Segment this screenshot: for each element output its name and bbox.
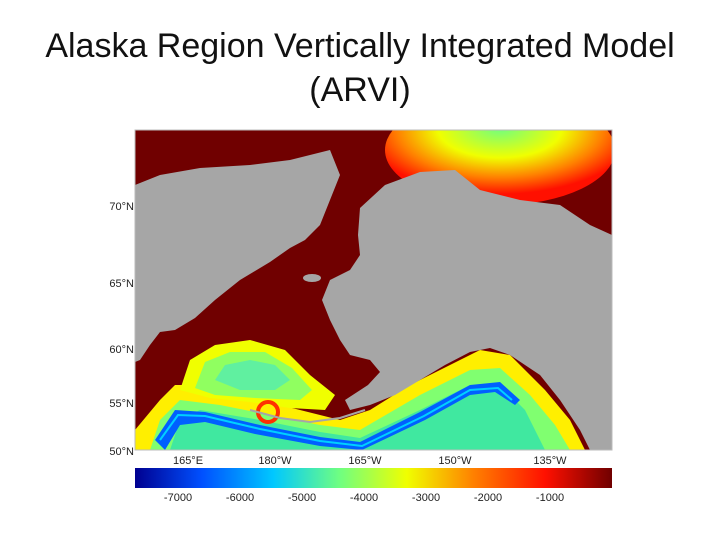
bering-basin-deep — [215, 360, 290, 390]
aleutian-islands — [249, 409, 366, 424]
slide-title: Alaska Region Vertically Integrated Mode… — [20, 24, 700, 112]
colorbar-tick: -6000 — [225, 492, 255, 504]
lon-label-150w: 150°W — [438, 455, 472, 467]
lon-label-165e: 165°E — [172, 455, 204, 467]
lat-label-55: 55°N — [109, 398, 134, 410]
trench-edge — [159, 386, 513, 448]
lat-label-65: 65°N — [109, 278, 134, 290]
colorbar-tick: -3000 — [411, 492, 441, 504]
lon-label-135w: 135°W — [533, 455, 567, 467]
colorbar-tick: -5000 — [287, 492, 317, 504]
lat-label-50: 50°N — [109, 446, 134, 458]
lat-label-60: 60°N — [109, 344, 134, 356]
st-lawrence-island — [303, 274, 321, 282]
colorbar-tick: -4000 — [349, 492, 379, 504]
colorbar — [135, 468, 612, 488]
wrangel-island — [268, 178, 288, 188]
colorbar-tick: -2000 — [473, 492, 503, 504]
lat-label-70: 70°N — [109, 201, 134, 213]
map-frame — [134, 129, 613, 451]
lon-label-165w: 165°W — [348, 455, 382, 467]
title-line-1: Alaska Region Vertically Integrated Mode… — [45, 27, 675, 65]
alaska-land — [322, 170, 612, 450]
lon-label-180w: 180°W — [258, 455, 292, 467]
colorbar-tick: -7000 — [163, 492, 193, 504]
title-line-2: (ARVI) — [309, 71, 411, 109]
colorbar-tick: -1000 — [535, 492, 565, 504]
siberia-land — [135, 150, 340, 362]
